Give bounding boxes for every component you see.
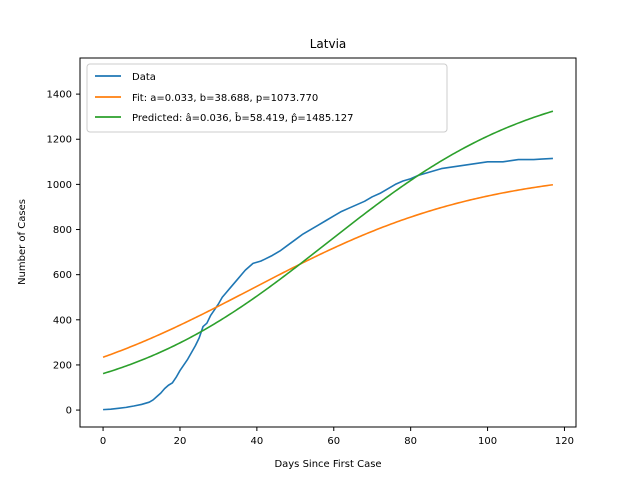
- x-axis-label: Days Since First Case: [274, 459, 381, 470]
- legend-label-predicted: Predicted: â=0.036, b̂=58.419, p̂=1485.1…: [132, 111, 354, 124]
- series-line-fit: [102, 183, 554, 358]
- x-tick-label: 40: [251, 436, 264, 447]
- chart-title: Latvia: [310, 37, 347, 51]
- x-tick-label: 100: [478, 436, 497, 447]
- x-tick-label: 80: [404, 436, 417, 447]
- legend-label-data: Data: [132, 72, 156, 83]
- x-tick-label: 60: [327, 436, 340, 447]
- plot-area: [102, 110, 554, 411]
- legend-box: [86, 63, 448, 133]
- x-tick-label: 0: [100, 436, 106, 447]
- y-tick-label: 1000: [47, 180, 72, 191]
- y-axis-label: Number of Cases: [17, 199, 28, 285]
- y-tick-label: 0: [66, 406, 72, 417]
- axes-frame: [79, 57, 577, 428]
- x-tick-label: 120: [555, 436, 574, 447]
- legend-label-fit: Fit: a=0.033, b=38.688, p=1073.770: [132, 93, 318, 104]
- x-tick-label: 20: [174, 436, 187, 447]
- legend: Data Fit: a=0.033, b=38.688, p=1073.770 …: [86, 63, 448, 133]
- y-tick-label: 400: [53, 315, 72, 326]
- y-tick-label: 1400: [47, 90, 72, 101]
- y-tick-label: 200: [53, 360, 72, 371]
- y-tick-label: 1200: [47, 135, 72, 146]
- y-tick-label: 600: [53, 270, 72, 281]
- series-line-data: [103, 157, 553, 411]
- y-tick-label: 800: [53, 225, 72, 236]
- series-line-predicted: [102, 110, 554, 375]
